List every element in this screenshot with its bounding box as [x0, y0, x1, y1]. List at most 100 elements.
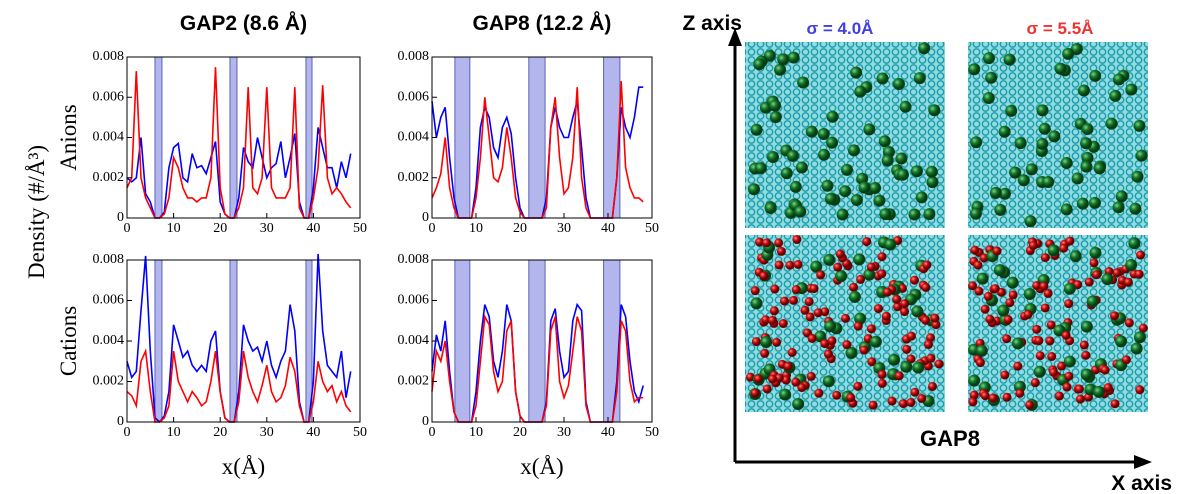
ion-sphere — [1043, 288, 1053, 298]
ion-sphere — [926, 333, 936, 343]
x-axis-arrow — [1134, 455, 1152, 469]
x-tick-label: 50 — [353, 425, 367, 440]
ion-sphere — [969, 390, 979, 400]
wall-region — [528, 259, 546, 423]
ion-sphere — [918, 42, 931, 55]
ion-sphere — [1100, 365, 1110, 375]
ion-sphere — [968, 63, 981, 76]
ion-sphere — [800, 305, 810, 315]
ion-sphere — [809, 284, 819, 294]
ion-sphere — [878, 135, 891, 148]
ion-sphere — [1060, 156, 1073, 169]
x-tick-label: 30 — [260, 221, 274, 236]
x-tick-label: 10 — [469, 221, 483, 236]
x-tick-label: 40 — [601, 425, 615, 440]
wall-region — [454, 56, 471, 219]
y-tick-label: 0.002 — [93, 170, 125, 185]
ion-sphere — [820, 339, 830, 349]
ion-sphere — [1032, 324, 1042, 334]
ion-sphere — [810, 260, 823, 273]
ion-sphere — [1112, 201, 1125, 214]
ion-sphere — [1071, 172, 1084, 185]
y-axis-title: Density (#/Å³) — [24, 145, 49, 279]
ion-sphere — [823, 253, 836, 266]
x-tick-label: 10 — [469, 425, 483, 440]
ion-sphere — [1129, 202, 1142, 215]
ion-sphere — [1105, 117, 1118, 130]
ion-sphere — [906, 397, 916, 407]
ion-sphere — [1023, 287, 1036, 300]
ion-sphere — [797, 383, 807, 393]
ion-sphere — [820, 307, 830, 317]
ion-sphere — [1135, 149, 1148, 162]
y-tick-label: 0.008 — [93, 252, 125, 267]
density-line — [126, 67, 352, 219]
ion-sphere — [896, 168, 909, 181]
ion-sphere — [1063, 282, 1076, 295]
ion-sphere — [813, 308, 823, 318]
ion-sphere — [989, 186, 1002, 199]
ion-sphere — [786, 149, 799, 162]
ion-sphere — [774, 260, 784, 270]
ion-sphere — [1000, 370, 1010, 380]
ion-sphere — [1112, 268, 1122, 278]
ion-sphere — [921, 315, 931, 325]
ion-sphere — [767, 315, 777, 325]
x-tick-label: 10 — [167, 425, 181, 440]
ion-sphere — [974, 286, 984, 296]
ion-sphere — [968, 397, 978, 407]
ion-sphere — [839, 185, 852, 198]
ion-sphere — [998, 187, 1011, 200]
ion-sphere — [827, 336, 837, 346]
ion-sphere — [750, 297, 763, 310]
y-tick-label: 0.006 — [398, 89, 430, 104]
ion-sphere — [795, 161, 808, 174]
y-axis-label: Anions — [56, 104, 81, 171]
ion-sphere — [849, 282, 859, 292]
ion-sphere — [1064, 299, 1074, 309]
ion-sphere — [824, 320, 837, 333]
ion-sphere — [1089, 258, 1099, 268]
ion-sphere — [1130, 342, 1143, 355]
ion-sphere — [1047, 352, 1057, 362]
x-tick-label: 50 — [645, 221, 659, 236]
ion-sphere — [902, 344, 912, 354]
ion-sphere — [1076, 197, 1089, 210]
ion-sphere — [780, 167, 793, 180]
ion-sphere — [1042, 176, 1055, 189]
ion-sphere — [1054, 391, 1064, 401]
ion-sphere — [969, 207, 982, 220]
ion-sphere — [908, 208, 921, 221]
ion-sphere — [769, 111, 782, 124]
ion-sphere — [1133, 119, 1146, 132]
ion-sphere — [1109, 89, 1122, 102]
ion-sphere — [921, 282, 931, 292]
ion-sphere — [1125, 83, 1138, 96]
ion-sphere — [854, 85, 867, 98]
x-axis-label: x(Å) — [222, 454, 265, 479]
ion-sphere — [911, 305, 924, 318]
ion-sphere — [1103, 383, 1113, 393]
ion-sphere — [817, 128, 830, 141]
ion-sphere — [787, 51, 800, 64]
ion-sphere — [1089, 246, 1102, 259]
ion-sphere — [797, 76, 810, 89]
x-axis-label: X axis — [1111, 472, 1172, 494]
ion-sphere — [1059, 243, 1069, 253]
ion-sphere — [760, 335, 773, 348]
y-tick-label: 0.006 — [93, 89, 125, 104]
x-tick-label: 40 — [601, 221, 615, 236]
x-tick-label: 50 — [353, 221, 367, 236]
y-tick-label: 0.002 — [398, 170, 430, 185]
ion-sphere — [750, 286, 760, 296]
ion-sphere — [1046, 320, 1056, 330]
ion-sphere — [968, 374, 981, 387]
ion-sphere — [761, 315, 771, 325]
ion-sphere — [895, 152, 908, 165]
x-tick-label: 20 — [513, 425, 527, 440]
ion-sphere — [1080, 320, 1093, 333]
ion-sphere — [832, 390, 842, 400]
ion-sphere — [1062, 47, 1075, 60]
ion-sphere — [762, 238, 772, 248]
